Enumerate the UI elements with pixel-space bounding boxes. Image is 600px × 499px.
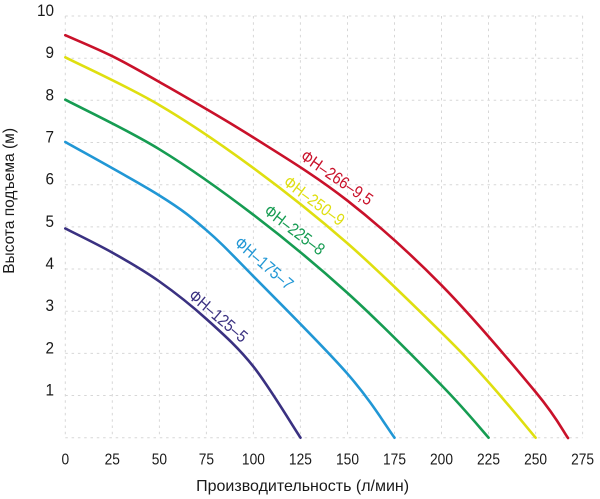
svg-text:4: 4 — [45, 254, 54, 273]
svg-text:3: 3 — [45, 296, 54, 315]
svg-text:25: 25 — [105, 451, 120, 469]
svg-text:8: 8 — [45, 86, 54, 105]
svg-text:10: 10 — [37, 1, 54, 20]
svg-text:175: 175 — [383, 451, 406, 469]
svg-text:250: 250 — [524, 451, 547, 469]
svg-text:75: 75 — [199, 451, 214, 469]
svg-text:1: 1 — [45, 381, 54, 400]
svg-text:ФН–125–5: ФН–125–5 — [185, 287, 251, 347]
svg-text:2: 2 — [45, 339, 54, 358]
svg-text:125: 125 — [289, 451, 312, 469]
svg-text:Производительность (л/мин): Производительность (л/мин) — [196, 478, 409, 495]
svg-text:200: 200 — [430, 451, 453, 469]
svg-text:Высота подъема (м): Высота подъема (м) — [1, 128, 18, 274]
svg-text:225: 225 — [477, 451, 500, 469]
svg-text:9: 9 — [45, 43, 54, 62]
svg-text:275: 275 — [571, 451, 594, 469]
svg-text:50: 50 — [152, 451, 167, 469]
svg-text:0: 0 — [61, 451, 69, 469]
svg-text:7: 7 — [45, 128, 54, 147]
svg-text:150: 150 — [336, 451, 359, 469]
svg-text:6: 6 — [45, 170, 54, 189]
svg-text:100: 100 — [242, 451, 265, 469]
svg-text:5: 5 — [45, 212, 54, 231]
